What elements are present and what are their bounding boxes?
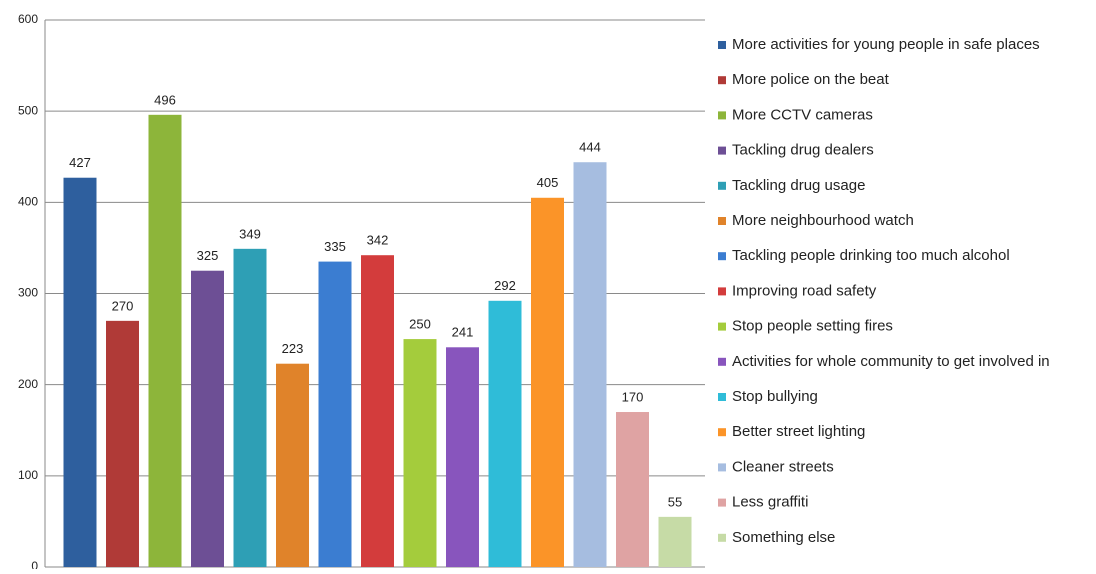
value-label: 292	[494, 278, 516, 293]
legend-swatch	[718, 393, 726, 401]
legend-label: Better street lighting	[732, 423, 865, 440]
legend-label: Activities for whole community to get in…	[732, 353, 1050, 370]
legend-label: Stop bullying	[732, 388, 818, 405]
legend-label: Tackling drug usage	[732, 177, 865, 194]
legend-swatch	[718, 181, 726, 190]
legend-swatch	[718, 533, 726, 542]
legend-label: More CCTV cameras	[732, 106, 873, 123]
legend-label: Less graffiti	[732, 494, 808, 511]
y-tick-label: 200	[18, 377, 38, 391]
legend-swatch	[718, 76, 726, 85]
legend-swatch	[718, 111, 726, 120]
bar	[616, 412, 649, 567]
value-label: 250	[409, 317, 431, 332]
bar	[318, 261, 352, 567]
y-tick-label: 300	[18, 286, 38, 300]
value-label: 170	[622, 389, 644, 404]
value-label: 241	[452, 325, 474, 340]
value-label: 335	[324, 239, 346, 254]
y-tick-label: 100	[18, 468, 38, 482]
legend-swatch	[718, 357, 726, 366]
bar	[658, 516, 692, 567]
value-label: 405	[537, 175, 559, 190]
legend-swatch	[718, 498, 726, 507]
legend-swatch	[718, 252, 726, 261]
legend-swatch	[718, 41, 726, 49]
legend-label: Tackling people drinking too much alcoho…	[732, 247, 1010, 264]
y-tick-label: 600	[18, 12, 38, 26]
value-label: 444	[579, 140, 601, 155]
bar	[488, 300, 522, 567]
y-tick-label: 500	[18, 103, 38, 117]
bar	[63, 177, 97, 568]
value-label: 223	[282, 341, 304, 356]
legend-label: Tackling drug dealers	[732, 142, 874, 159]
bar	[573, 162, 607, 567]
bar	[276, 363, 309, 567]
legend-swatch	[718, 217, 726, 225]
legend-swatch	[718, 146, 726, 155]
legend-label: More neighbourhood watch	[732, 212, 914, 229]
bar	[446, 347, 479, 567]
legend-label: Cleaner streets	[732, 458, 834, 475]
value-label: 496	[154, 92, 176, 107]
legend-swatch	[718, 428, 726, 437]
value-label: 349	[239, 226, 261, 241]
legend-label: More police on the beat	[732, 71, 890, 88]
bar	[403, 339, 437, 567]
legend-label: Stop people setting fires	[732, 318, 893, 335]
value-label: 55	[668, 494, 682, 509]
value-label: 325	[197, 248, 219, 263]
value-label: 427	[69, 155, 91, 170]
legend-label: More activities for young people in safe…	[732, 36, 1040, 53]
legend-swatch	[718, 287, 726, 296]
bar	[233, 248, 267, 567]
bar	[361, 255, 394, 567]
bar	[106, 320, 139, 567]
bar	[148, 114, 182, 568]
bar	[531, 197, 564, 567]
legend-label: Improving road safety	[732, 282, 877, 299]
value-label: 342	[367, 233, 389, 248]
y-tick-label: 0	[31, 559, 38, 569]
legend-label: Something else	[732, 529, 835, 546]
legend-swatch	[718, 463, 726, 472]
y-tick-label: 400	[18, 195, 38, 209]
bar	[191, 270, 224, 567]
value-label: 270	[112, 298, 134, 313]
legend-swatch	[718, 322, 726, 331]
